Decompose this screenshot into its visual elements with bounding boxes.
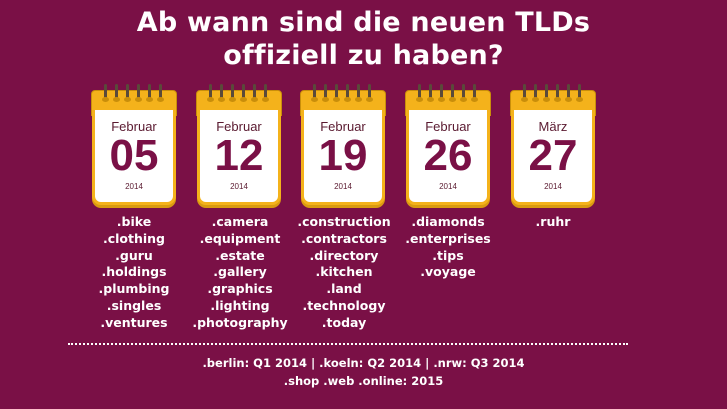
domain-item: .construction xyxy=(297,214,391,229)
calendar-month: Februar xyxy=(320,119,366,134)
binder-ring xyxy=(565,84,572,102)
calendar-day: 05 xyxy=(109,131,159,180)
binder-ring xyxy=(157,84,164,102)
domain-item: .bike xyxy=(116,214,152,229)
domain-item: .estate xyxy=(215,247,265,263)
domain-item: .equipment xyxy=(199,230,281,246)
binder-ring xyxy=(124,84,131,102)
calendar-day: 19 xyxy=(318,131,368,180)
domain-item: .kitchen xyxy=(315,264,373,280)
domain-item: .ventures xyxy=(100,314,168,330)
binder-ring xyxy=(135,84,142,102)
binder-ring xyxy=(322,84,329,102)
binder-ring xyxy=(438,84,445,102)
domain-item: .plumbing xyxy=(98,281,170,297)
dotted-divider xyxy=(68,343,628,345)
calendar-day: 27 xyxy=(528,131,578,180)
binder-ring xyxy=(471,84,478,102)
calendar-sheet: Februar 05 2014 xyxy=(95,110,173,202)
domain-item: .land xyxy=(326,281,362,297)
domain-list-feb-26: .diamonds .enterprises .tips .voyage xyxy=(388,214,508,281)
calendar-icon-feb-19: Februar 19 2014 xyxy=(300,84,386,207)
binder-ring xyxy=(366,84,373,102)
calendar-sheet: Februar 19 2014 xyxy=(304,110,382,202)
domain-item: .enterprises xyxy=(405,230,491,246)
calendar-day: 12 xyxy=(214,131,264,180)
binder-ring xyxy=(554,84,561,102)
footer-line-2: .shop .web .online: 2015 xyxy=(283,374,444,388)
binder-ring xyxy=(576,84,583,102)
calendar-sheet: Februar 12 2014 xyxy=(200,110,278,202)
binder-ring xyxy=(521,84,528,102)
calendar-icon-feb-12: Februar 12 2014 xyxy=(196,84,282,207)
headline-line-1: Ab wann sind die neuen TLDs xyxy=(136,7,591,38)
calendar-icon-feb-05: Februar 05 2014 xyxy=(91,84,177,207)
calendar-day: 26 xyxy=(423,131,473,180)
domain-item: .diamonds xyxy=(411,214,485,229)
calendar-year: 2014 xyxy=(334,182,352,191)
footer-line-1: .berlin: Q1 2014 | .koeln: Q2 2014 | .nr… xyxy=(202,356,525,370)
domain-item: .directory xyxy=(309,247,379,263)
calendar-month: Februar xyxy=(111,119,157,134)
binder-ring xyxy=(102,84,109,102)
domain-item: .tips xyxy=(432,247,464,263)
domain-item: .lighting xyxy=(210,297,270,313)
headline-line-2: offiziell zu haben? xyxy=(223,40,504,71)
calendar-year: 2014 xyxy=(439,182,457,191)
domain-item: .holdings xyxy=(101,264,167,280)
binder-ring xyxy=(113,84,120,102)
binder-ring xyxy=(449,84,456,102)
domain-list-mar-27: .ruhr xyxy=(493,214,613,231)
domain-item: .technology xyxy=(302,297,386,313)
binder-ring xyxy=(229,84,236,102)
binder-ring xyxy=(311,84,318,102)
domain-list-feb-12: .camera .equipment .estate .gallery .gra… xyxy=(180,214,300,332)
domain-item: .today xyxy=(321,314,367,330)
binder-ring xyxy=(262,84,269,102)
binder-ring xyxy=(543,84,550,102)
binder-ring xyxy=(240,84,247,102)
domain-list-feb-05: .bike .clothing .guru .holdings .plumbin… xyxy=(74,214,194,332)
calendar-year: 2014 xyxy=(125,182,143,191)
calendar-month: März xyxy=(538,119,568,134)
domain-item: .contractors xyxy=(301,230,387,246)
binder-ring xyxy=(416,84,423,102)
domain-item: .voyage xyxy=(420,264,476,280)
binder-ring xyxy=(355,84,362,102)
binder-ring xyxy=(344,84,351,102)
calendar-sheet: März 27 2014 xyxy=(514,110,592,202)
binder-ring xyxy=(251,84,258,102)
domain-item: .camera xyxy=(211,214,269,229)
binder-ring xyxy=(460,84,467,102)
calendar-icon-mar-27: März 27 2014 xyxy=(510,84,596,207)
domain-item: .graphics xyxy=(207,281,273,297)
domain-item: .guru xyxy=(115,247,153,263)
binder-ring xyxy=(532,84,539,102)
domain-item: .photography xyxy=(192,314,288,330)
calendar-month: Februar xyxy=(425,119,471,134)
domain-item: .clothing xyxy=(102,230,166,246)
calendar-sheet: Februar 26 2014 xyxy=(409,110,487,202)
binder-ring xyxy=(333,84,340,102)
domain-list-feb-19: .construction .contractors .directory .k… xyxy=(284,214,404,332)
calendar-year: 2014 xyxy=(230,182,248,191)
calendar-month: Februar xyxy=(216,119,262,134)
calendar-icon-feb-26: Februar 26 2014 xyxy=(405,84,491,207)
domain-item: .singles xyxy=(106,297,162,313)
binder-ring xyxy=(218,84,225,102)
headline: Ab wann sind die neuen TLDs offiziell zu… xyxy=(0,6,727,72)
binder-ring xyxy=(427,84,434,102)
calendar-year: 2014 xyxy=(544,182,562,191)
domain-item: .ruhr xyxy=(535,214,571,229)
binder-ring xyxy=(207,84,214,102)
domain-item: .gallery xyxy=(213,264,267,280)
binder-ring xyxy=(146,84,153,102)
